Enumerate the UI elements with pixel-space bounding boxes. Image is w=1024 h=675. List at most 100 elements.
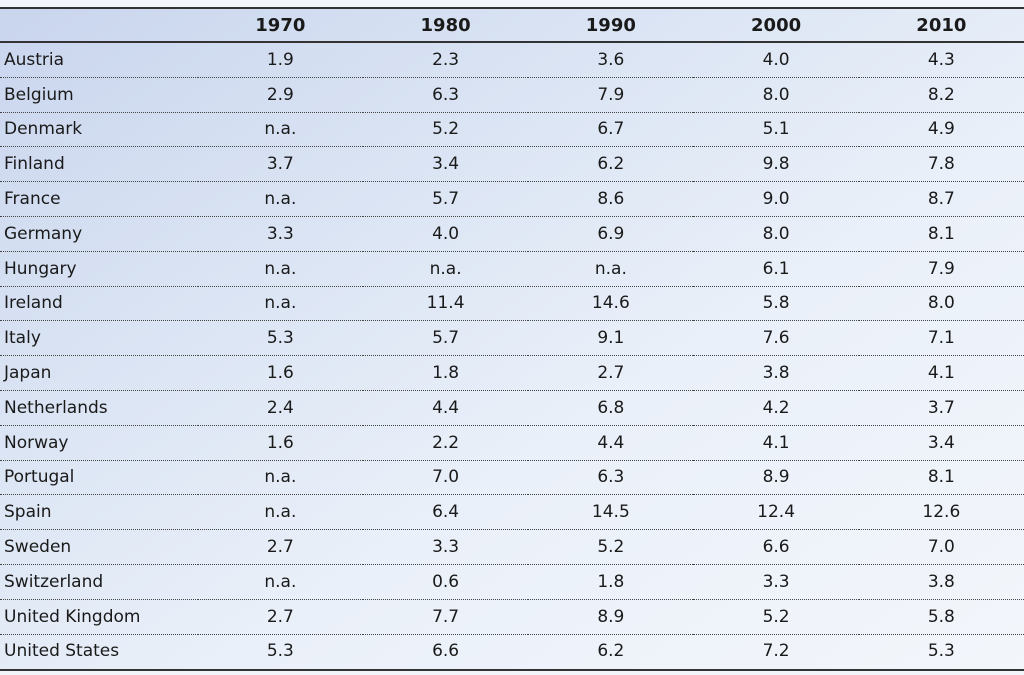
value-cell: n.a. [197, 494, 363, 531]
value-cell: 5.1 [693, 112, 859, 148]
country-cell: United Kingdom [0, 599, 198, 635]
header-cell-year: 2000 [693, 9, 859, 43]
top-rule [0, 7, 1024, 9]
value-cell: 1.8 [528, 564, 694, 600]
value-cell: 8.2 [858, 77, 1024, 113]
country-cell: Ireland [0, 286, 198, 322]
value-cell: 4.9 [858, 112, 1024, 148]
header-row: 1970 1980 1990 2000 2010 [0, 9, 1024, 43]
table-row: Finland 3.7 3.4 6.2 9.8 7.8 [0, 146, 1024, 183]
table-row: Spain n.a. 6.4 14.5 12.4 12.6 [0, 494, 1024, 531]
value-cell: 5.2 [693, 599, 859, 635]
value-cell: n.a. [197, 181, 363, 217]
value-cell: 6.2 [528, 146, 694, 183]
country-cell: Germany [0, 216, 198, 252]
country-cell: Finland [0, 146, 198, 183]
header-cell-year: 1990 [528, 9, 694, 43]
value-cell: 5.3 [927, 641, 955, 662]
value-cell: 8.0 [858, 286, 1024, 322]
value-cell: 3.3 [362, 529, 529, 565]
table-row: Germany 3.3 4.0 6.9 8.0 8.1 [0, 216, 1024, 252]
value-cell: 1.6 [197, 425, 363, 461]
table-row: Norway 1.6 2.2 4.4 4.1 3.4 [0, 425, 1024, 461]
value-cell: 3.4 [362, 146, 529, 183]
value-cell: n.a. [197, 564, 363, 600]
table-body: Austria 1.9 2.3 3.6 4.0 4.3 Belgium 2.9 6.3 7.9 8.… [0, 42, 1024, 668]
value-cell: 14.6 [528, 286, 694, 322]
country-cell: Hungary [0, 251, 198, 287]
value-cell: 4.0 [362, 216, 529, 252]
value-cell: 7.7 [362, 599, 529, 635]
value-cell: 6.4 [362, 494, 529, 531]
table-row: Italy 5.3 5.7 9.1 7.6 7.1 [0, 320, 1024, 357]
country-cell: Austria [0, 42, 198, 78]
value-cell: 6.8 [528, 390, 694, 426]
value-cell: 2.9 [197, 77, 363, 113]
value-cell: 8.1 [858, 216, 1024, 252]
value-cell: 6.1 [693, 251, 859, 287]
value-cell: 5.7 [362, 320, 529, 357]
value-cell: 7.1 [858, 320, 1024, 357]
value-cell: 6.9 [528, 216, 694, 252]
header-cell-year: 1980 [362, 9, 529, 43]
value-cell: 3.6 [528, 42, 694, 78]
country-cell: Belgium [0, 77, 198, 113]
value-cell: 6.3 [528, 460, 694, 496]
value-cell: 7.9 [858, 251, 1024, 287]
value-cell: 8.9 [528, 599, 694, 635]
value-cell: 14.5 [528, 494, 694, 531]
value-cell: 8.1 [858, 460, 1024, 496]
value-cell: 12.4 [693, 494, 859, 531]
value-cell: 4.3 [858, 42, 1024, 78]
header-cell-year: 1970 [197, 9, 363, 43]
value-cell: 4.4 [528, 425, 694, 461]
value-cell: 3.7 [197, 146, 363, 183]
country-cell: Netherlands [0, 390, 198, 426]
value-cell: 0.6 [362, 564, 529, 600]
value-cell: 5.3 [266, 641, 294, 662]
value-cell: 4.2 [693, 390, 859, 426]
value-cell: 2.3 [362, 42, 529, 78]
country-cell: Denmark [0, 112, 198, 148]
value-cell: 7.0 [858, 529, 1024, 565]
value-cell: 4.4 [362, 390, 529, 426]
value-cell: 2.4 [197, 390, 363, 426]
country-cell: Italy [0, 320, 198, 357]
value-cell: 7.8 [858, 146, 1024, 183]
value-cell: 6.6 [432, 641, 460, 662]
table-row: United Kingdom 2.7 7.7 8.9 5.2 5.8 [0, 599, 1024, 635]
value-cell: n.a. [197, 286, 363, 322]
country-cell: Sweden [0, 529, 198, 565]
value-cell: 7.9 [528, 77, 694, 113]
table-row: Japan 1.6 1.8 2.7 3.8 4.1 [0, 355, 1024, 391]
value-cell: 9.0 [693, 181, 859, 217]
country-cell: Japan [0, 355, 198, 391]
country-cell: Spain [0, 494, 198, 531]
bottom-rule [0, 669, 1024, 671]
table-row: Ireland n.a. 11.4 14.6 5.8 8.0 [0, 286, 1024, 322]
value-cell: 11.4 [362, 286, 529, 322]
value-cell: 5.3 [197, 320, 363, 357]
value-cell: n.a. [528, 251, 694, 287]
country-cell: Switzerland [0, 564, 198, 600]
table-row: Austria 1.9 2.3 3.6 4.0 4.3 [0, 42, 1024, 78]
value-cell: 6.7 [528, 112, 694, 148]
table-row: France n.a. 5.7 8.6 9.0 8.7 [0, 181, 1024, 217]
value-cell: 5.8 [693, 286, 859, 322]
value-cell: 4.0 [693, 42, 859, 78]
value-cell: 4.1 [858, 355, 1024, 391]
value-cell: 5.8 [858, 599, 1024, 635]
value-cell: 7.6 [693, 320, 859, 357]
value-cell: 3.8 [693, 355, 859, 391]
table-row: Denmark n.a. 5.2 6.7 5.1 4.9 [0, 112, 1024, 148]
value-cell: 5.2 [528, 529, 694, 565]
value-cell: 5.2 [362, 112, 529, 148]
value-cell: 8.9 [693, 460, 859, 496]
value-cell: 2.2 [362, 425, 529, 461]
table-row: Belgium 2.9 6.3 7.9 8.0 8.2 [0, 77, 1024, 113]
table-row: Netherlands 2.4 4.4 6.8 4.2 3.7 [0, 390, 1024, 426]
bottom-strip [0, 671, 1024, 675]
value-cell: 1.9 [197, 42, 363, 78]
table-row: Sweden 2.7 3.3 5.2 6.6 7.0 [0, 529, 1024, 565]
